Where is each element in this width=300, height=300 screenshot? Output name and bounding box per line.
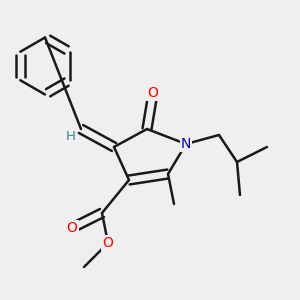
Text: N: N <box>181 137 191 151</box>
Text: O: O <box>148 86 158 100</box>
Text: H: H <box>66 130 75 143</box>
Text: O: O <box>67 221 77 235</box>
Text: O: O <box>103 236 113 250</box>
